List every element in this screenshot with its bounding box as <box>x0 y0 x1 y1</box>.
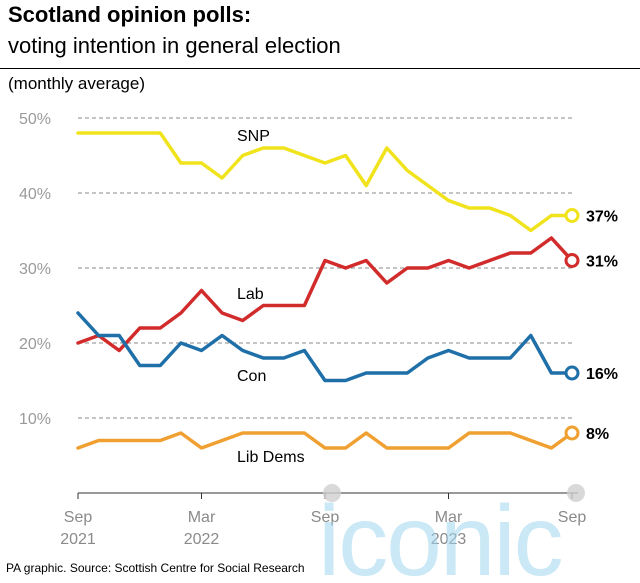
x-tick-label: Sep <box>311 509 340 526</box>
x-tick-label: Sep <box>64 509 93 526</box>
end-value-label: 8% <box>586 426 609 443</box>
x-tick-year-label: 2022 <box>184 531 220 548</box>
end-value-label: 37% <box>586 209 618 226</box>
x-tick-label: Mar <box>188 509 216 526</box>
watermark-logo: iconic <box>318 485 562 583</box>
series-name-label: Lib Dems <box>237 449 305 466</box>
chart-title: Scotland opinion polls: <box>8 2 252 27</box>
x-tick-label: Sep <box>558 509 587 526</box>
watermark-dot <box>323 484 341 502</box>
series-line-lab <box>76 236 574 353</box>
watermark-dot <box>567 484 585 502</box>
y-tick-label: 30% <box>19 261 51 278</box>
title-divider <box>0 68 640 69</box>
x-tick-year-label: 2023 <box>431 531 467 548</box>
source-credit: PA graphic. Source: Scottish Centre for … <box>6 561 305 575</box>
y-tick-label: 10% <box>19 411 51 428</box>
series-line-lib-dems <box>76 431 574 450</box>
series-name-label: Lab <box>237 286 264 303</box>
end-value-label: 31% <box>586 254 618 271</box>
end-marker <box>564 208 580 223</box>
end-marker <box>564 365 580 381</box>
y-tick-label: 20% <box>19 336 51 353</box>
x-tick-year-label: 2021 <box>60 531 96 548</box>
chart-subtitle: voting intention in general election <box>8 33 341 58</box>
series-name-label: Con <box>237 368 266 385</box>
x-tick-label: Mar <box>435 509 463 526</box>
series-line-con <box>76 311 574 383</box>
y-tick-label: 50% <box>19 111 51 128</box>
series-name-label: SNP <box>237 128 270 145</box>
y-tick-label: 40% <box>19 186 51 203</box>
end-marker <box>564 253 580 268</box>
end-value-label: 16% <box>586 366 618 383</box>
end-marker <box>564 425 580 441</box>
chart-note: (monthly average) <box>8 74 146 93</box>
series-line-snp <box>76 131 574 233</box>
